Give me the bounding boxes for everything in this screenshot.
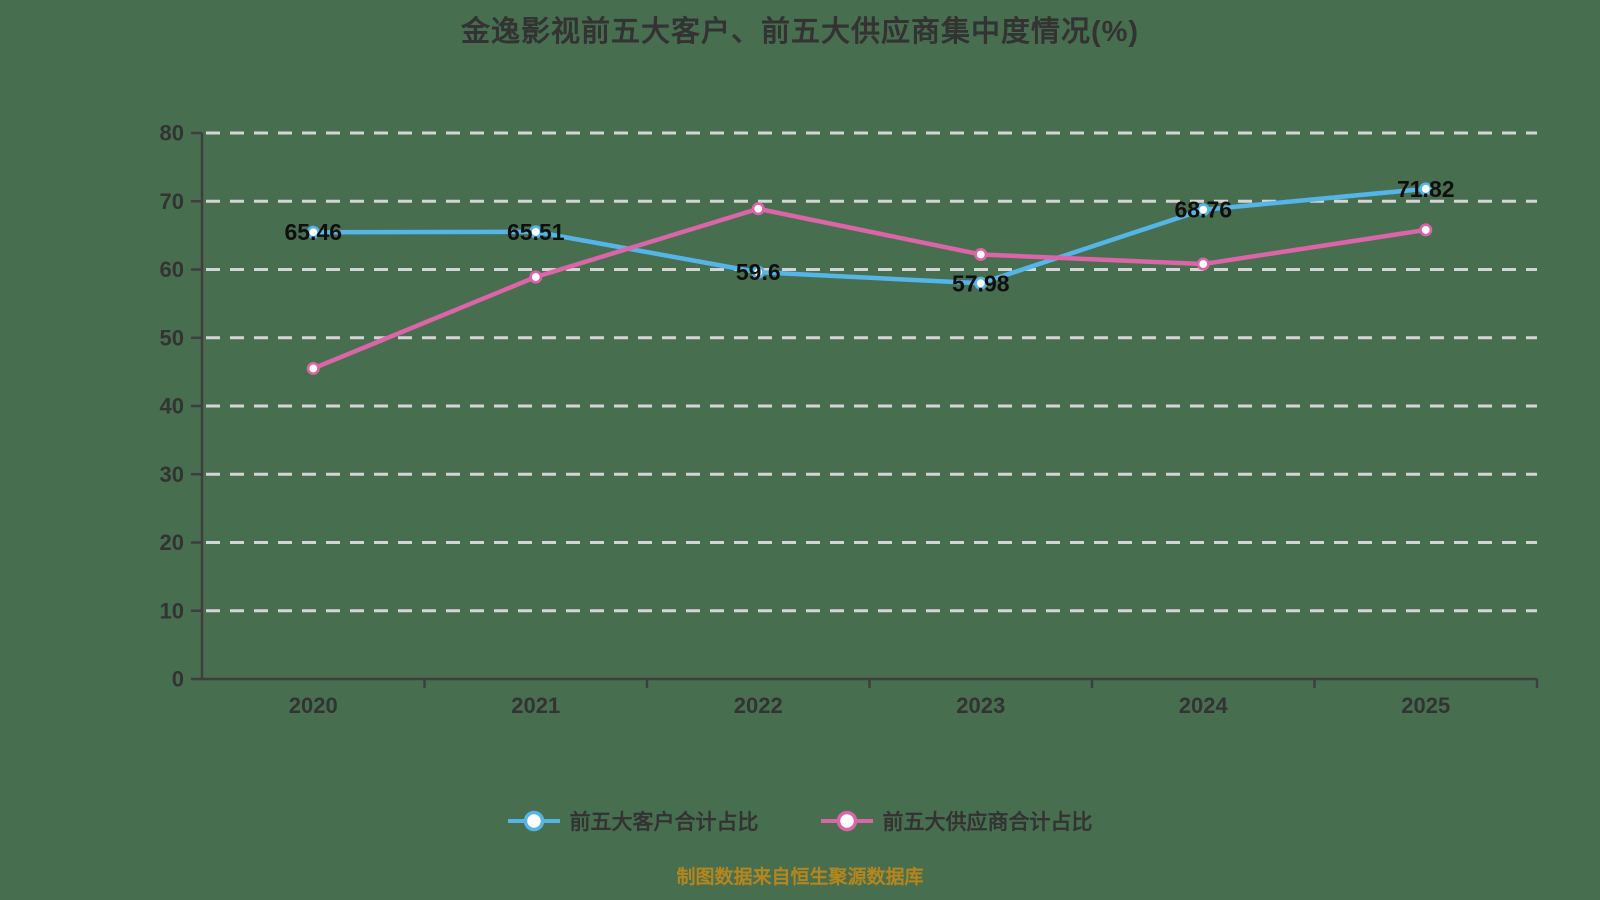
- y-tick-label-0: 0: [172, 667, 184, 692]
- legend-swatch-customers-icon: [507, 810, 560, 832]
- y-tick-label-60: 60: [160, 257, 184, 282]
- y-tick-label-20: 20: [160, 530, 184, 555]
- legend-label-customers: 前五大客户合计占比: [569, 811, 759, 834]
- x-tick-label-2022: 2022: [734, 693, 783, 718]
- data-point-s1-2020: [306, 225, 320, 239]
- data-label-s1-2020: 65.46: [284, 219, 342, 245]
- legend-swatch-suppliers-icon: [820, 810, 873, 832]
- data-source-note: 制图数据来自恒生聚源数据库: [676, 867, 924, 888]
- data-point-s1-2021: [529, 225, 543, 239]
- data-label-s1-2022: 59.6: [736, 259, 781, 285]
- y-tick-label-30: 30: [160, 462, 184, 487]
- data-point-s2-2022: [751, 202, 765, 216]
- data-point-s2-2021: [529, 270, 543, 284]
- x-tick-label-2025: 2025: [1401, 693, 1450, 718]
- data-point-s2-2024: [1196, 257, 1210, 271]
- data-point-s2-2023: [974, 247, 988, 261]
- data-point-s2-2020: [306, 361, 320, 375]
- y-tick-label-50: 50: [160, 325, 184, 350]
- data-point-s2-2025: [1419, 223, 1433, 237]
- y-tick-label-70: 70: [160, 189, 184, 214]
- y-tick-label-10: 10: [160, 598, 184, 623]
- data-label-s1-2024: 68.76: [1174, 197, 1232, 223]
- chart-legend: 前五大客户合计占比 前五大供应商合计占比: [0, 806, 1600, 836]
- legend-item-customers[interactable]: 前五大客户合计占比: [507, 806, 759, 836]
- data-point-s1-2024: [1196, 203, 1210, 217]
- y-tick-label-40: 40: [160, 394, 184, 419]
- legend-item-suppliers[interactable]: 前五大供应商合计占比: [820, 806, 1093, 836]
- series-line-2: [311, 206, 1428, 371]
- x-tick-label-2020: 2020: [289, 693, 338, 718]
- series-line-1: [311, 186, 1428, 286]
- legend-label-suppliers: 前五大供应商合计占比: [882, 811, 1093, 834]
- x-tick-label-2024: 2024: [1179, 693, 1229, 718]
- data-label-s1-2025: 71.82: [1397, 176, 1455, 202]
- data-label-s1-2023: 57.98: [952, 270, 1010, 296]
- data-point-s1-2023: [974, 276, 988, 290]
- chart-title: 金逸影视前五大客户、前五大供应商集中度情况(%): [460, 16, 1140, 48]
- data-point-s1-2022: [751, 265, 765, 279]
- x-tick-label-2023: 2023: [956, 693, 1005, 718]
- data-point-s1-2025: [1419, 182, 1433, 196]
- y-tick-label-80: 80: [160, 121, 184, 146]
- x-tick-label-2021: 2021: [511, 693, 560, 718]
- data-label-s1-2021: 65.51: [507, 219, 565, 245]
